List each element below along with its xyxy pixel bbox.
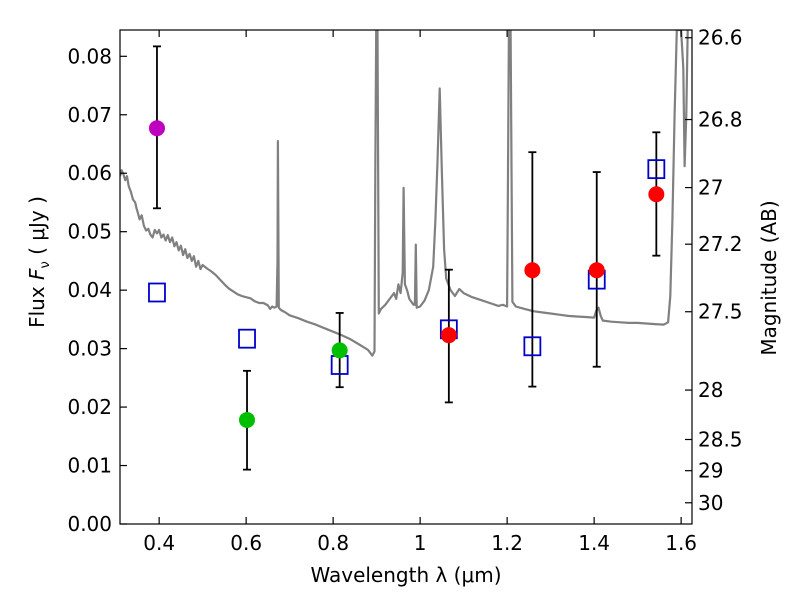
observed-point-0 [148,120,165,137]
mag-tick-label-7: 29 [698,459,723,483]
mag-tick-label-2: 27 [698,176,723,200]
tick-layer: 0.4 0.6 0.8 1 1.2 1.4 1.6 0.00 0.01 0.02 0.03 0.04 0… [67,26,742,555]
observed-point-1 [239,411,256,428]
mag-tick-label-4: 27.5 [698,300,743,324]
x-tick-label-2: 0.8 [317,531,349,555]
y-tick-label-5: 0.05 [67,220,112,244]
model-photometry-point-1 [238,328,256,349]
y-tick-label-1: 0.01 [67,454,112,478]
right-axis-label: Magnitude (AB) [757,200,781,355]
x-tick-label-5: 1.4 [578,531,610,555]
observed-point-4 [524,262,541,279]
x-tick-label-4: 1.2 [491,531,523,555]
model-photometry-point-0 [148,282,166,303]
mag-tick-label-1: 26.8 [698,108,743,132]
errorbar-layer [152,45,661,471]
y-tick-label-3: 0.03 [67,337,112,361]
mag-tick-label-0: 26.6 [698,26,743,50]
sed-model-line [120,30,689,357]
mag-tick-label-5: 28 [698,378,723,402]
model-photometry-point-6 [647,159,666,180]
x-tick-label-6: 1.6 [665,531,697,555]
y-tick-label-0: 0.00 [67,512,112,536]
x-tick-label-0: 0.4 [143,531,175,555]
sed-model-layer [120,30,689,357]
observed-point-3 [440,327,457,344]
marker-layer [148,120,666,428]
observed-point-5 [588,262,605,279]
x-tick-label-1: 0.6 [230,531,262,555]
x-axis-label: Wavelength λ (μm) [310,563,501,587]
y-tick-label-6: 0.06 [67,161,112,185]
x-tick-label-3: 1 [414,531,427,555]
mag-tick-label-8: 30 [698,491,723,515]
y-tick-label-4: 0.04 [67,278,112,302]
y-axis-label: Flux Fν ( μJy ) [25,196,53,328]
mag-tick-label-3: 27.2 [698,232,743,256]
model-photometry-point-4 [523,336,542,357]
y-tick-label-7: 0.07 [67,103,112,127]
y-tick-label-2: 0.02 [67,395,112,419]
y-tick-label-8: 0.08 [67,44,112,68]
plot-frame [119,29,693,525]
observed-point-6 [648,186,665,203]
observed-point-2 [331,342,348,359]
mag-tick-label-6: 28.5 [698,427,743,451]
